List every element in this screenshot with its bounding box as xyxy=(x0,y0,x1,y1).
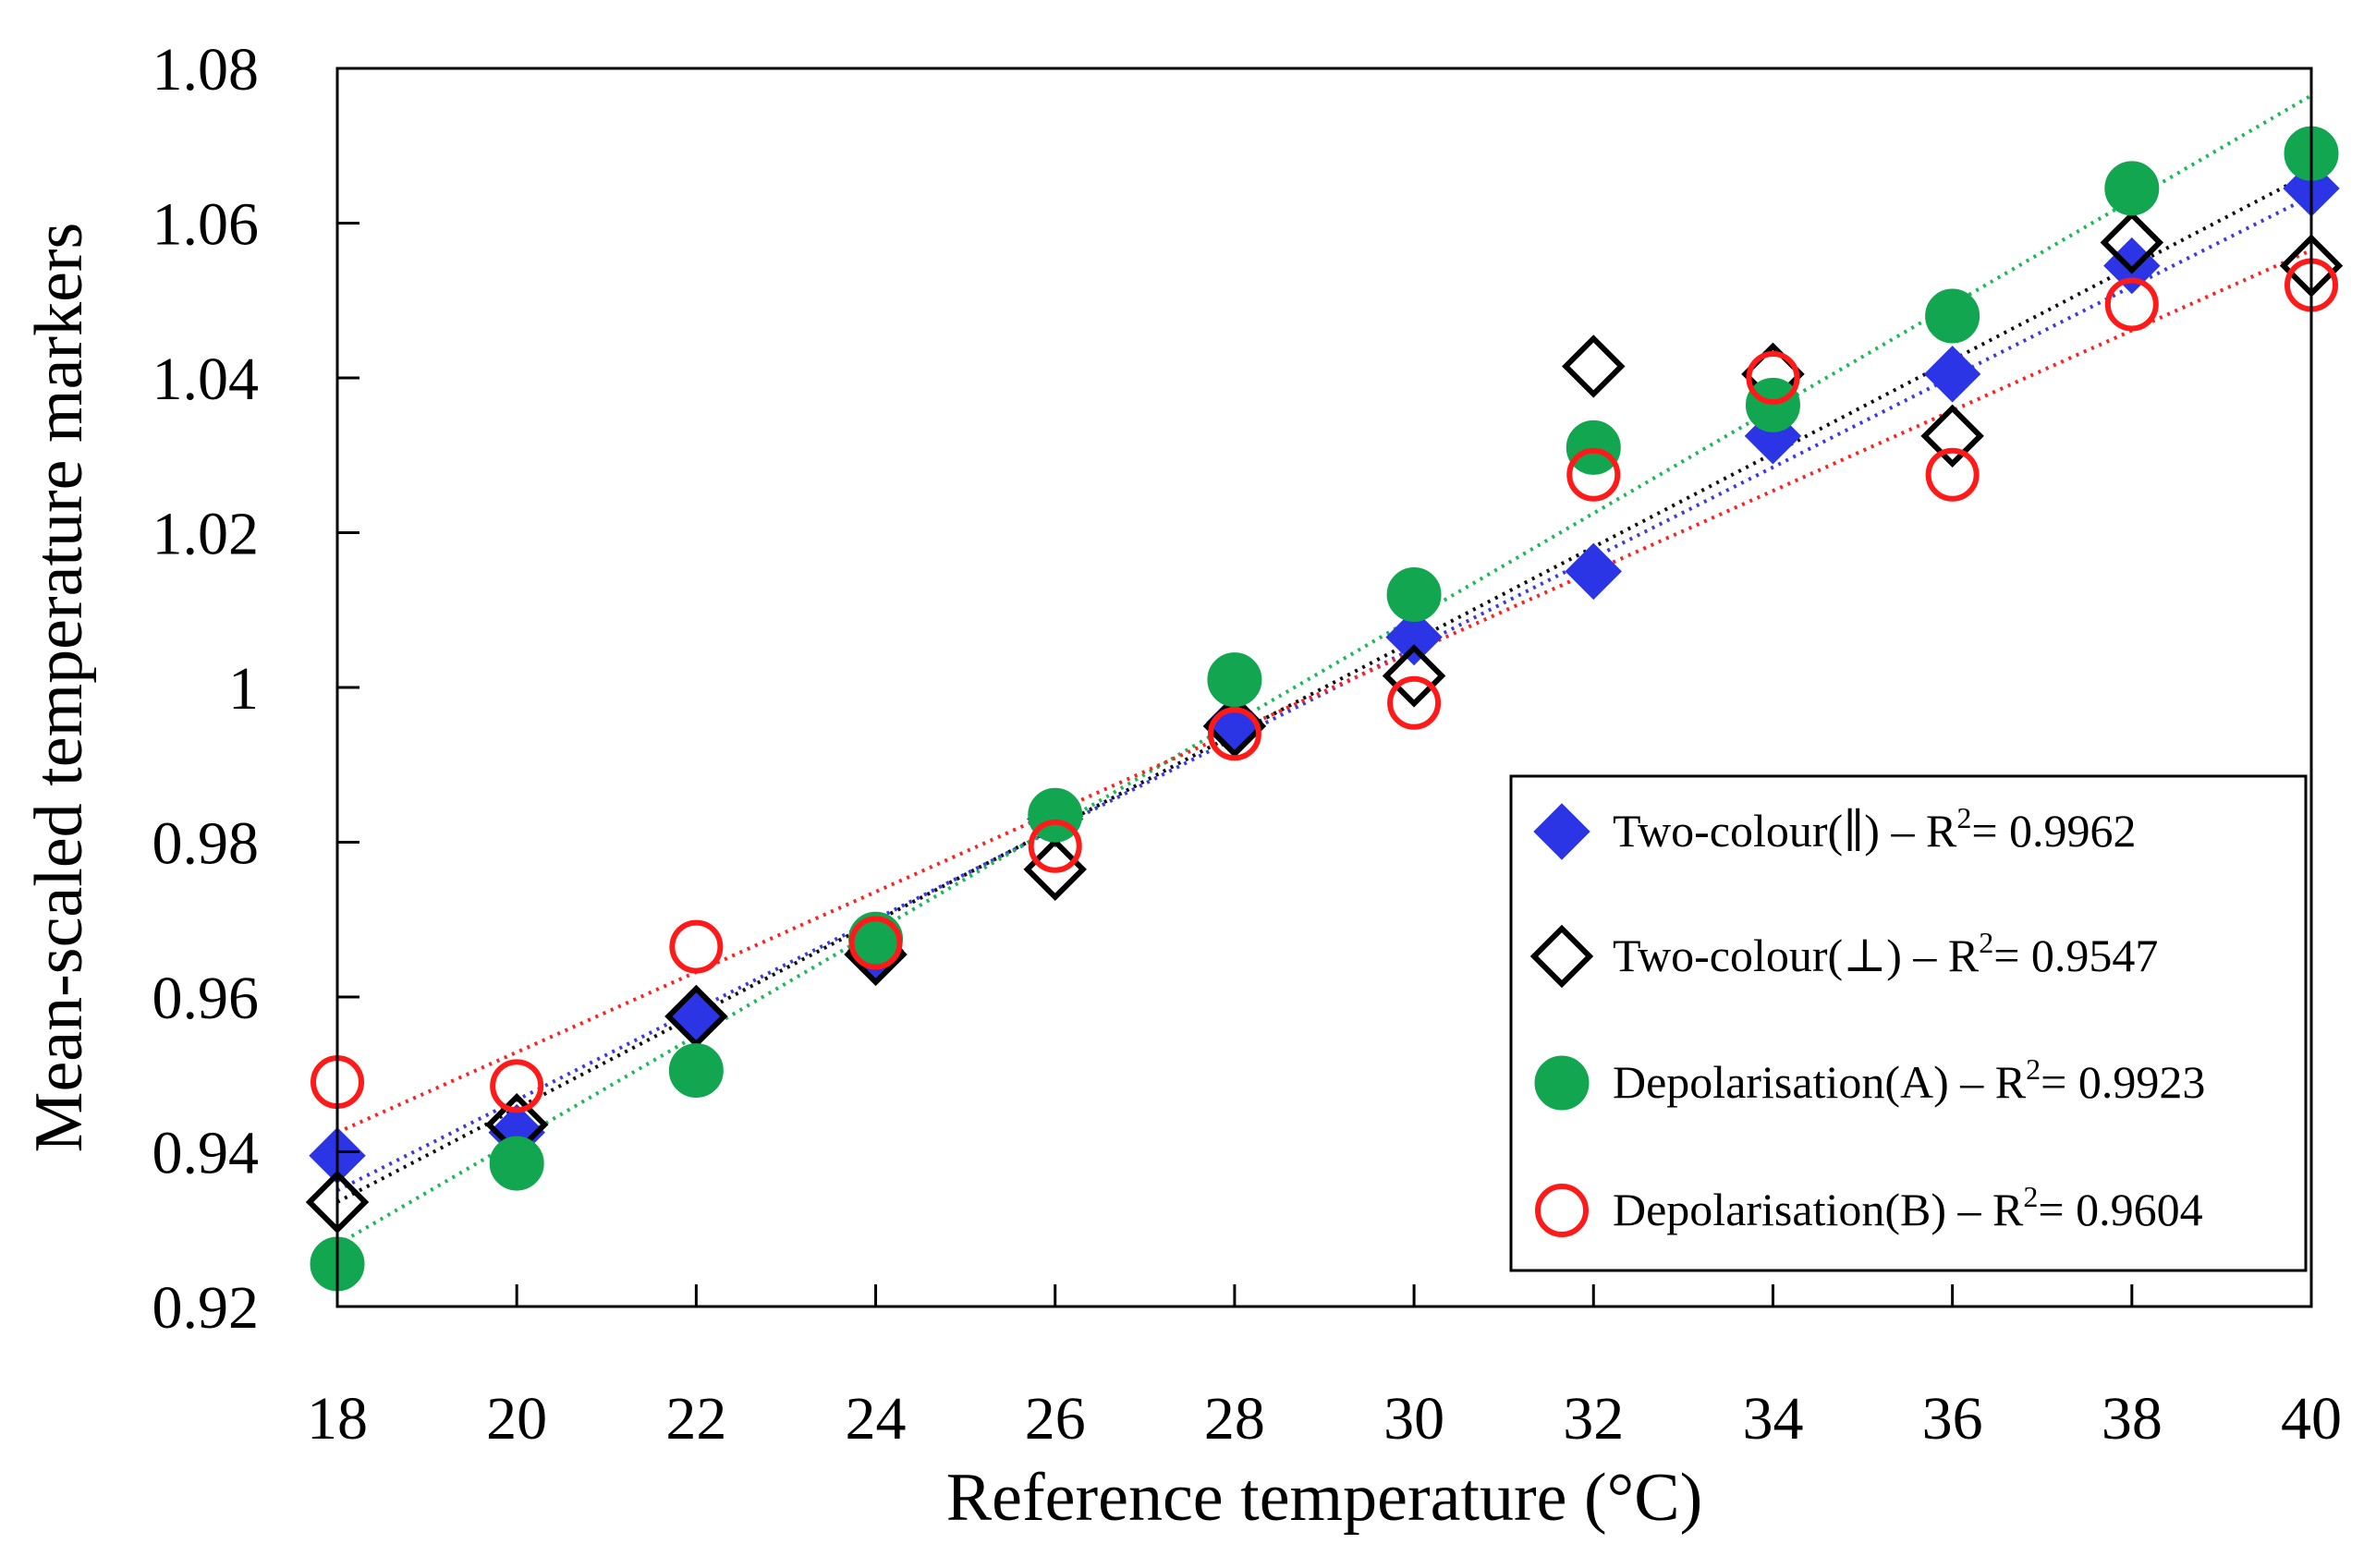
x-tick-label: 20 xyxy=(486,1385,547,1453)
data-point xyxy=(669,919,724,974)
data-point xyxy=(489,1136,544,1191)
data-point xyxy=(2103,237,2161,295)
data-point xyxy=(1382,644,1446,708)
legend: Two-colour(∥) – R2= 0.9962 Two-colour(⊥) … xyxy=(1509,774,2308,1272)
x-tick-label: 34 xyxy=(1742,1385,1803,1453)
y-tick-label: 1.06 xyxy=(152,191,260,259)
data-point xyxy=(1387,675,1442,730)
data-points xyxy=(305,126,2344,1292)
legend-label: Two-colour(⊥) – R2= 0.9547 xyxy=(1613,926,2158,981)
data-point xyxy=(1566,419,1621,475)
x-tick-label: 30 xyxy=(1383,1385,1444,1453)
x-tick-label: 40 xyxy=(2281,1385,2342,1453)
y-tick-label: 0.96 xyxy=(152,965,260,1032)
y-tick-label: 1.04 xyxy=(152,346,260,413)
data-point xyxy=(1562,334,1626,398)
trendline-two-colour- xyxy=(336,171,2312,1204)
legend-label: Depolarisation(B) – R2= 0.9604 xyxy=(1613,1180,2203,1235)
data-point xyxy=(1566,447,1621,502)
x-tick-label: 22 xyxy=(665,1385,726,1453)
legend-marker xyxy=(1534,1055,1590,1111)
y-tick-label: 0.92 xyxy=(152,1274,260,1342)
legend-marker xyxy=(1535,1184,1589,1237)
x-tick-label: 18 xyxy=(307,1385,368,1453)
data-point xyxy=(2100,211,2164,274)
x-axis-title: Reference temperature (°C) xyxy=(946,1460,1702,1536)
y-tick-label: 1.02 xyxy=(152,501,260,568)
trendline-depolarisation-a- xyxy=(335,93,2313,1246)
y-tick-label: 0.98 xyxy=(152,810,260,878)
legend-label: Two-colour(∥) – R2= 0.9962 xyxy=(1613,801,2137,857)
data-point xyxy=(1386,567,1442,622)
y-tick-label: 0.94 xyxy=(152,1120,260,1187)
data-point xyxy=(1207,652,1262,708)
data-point xyxy=(848,916,903,970)
x-tick-label: 36 xyxy=(1922,1385,1983,1453)
data-point xyxy=(1923,346,1981,403)
data-point xyxy=(668,1043,724,1099)
data-point xyxy=(1565,542,1622,601)
legend-label: Depolarisation(A) – R2= 0.9923 xyxy=(1613,1052,2205,1108)
data-point xyxy=(490,1059,544,1113)
y-tick-label: 1.08 xyxy=(152,36,260,103)
trendline-two-colour- xyxy=(336,194,2312,1193)
y-tick-label: 1 xyxy=(228,655,259,723)
x-tick-label: 28 xyxy=(1204,1385,1265,1453)
trend-lines xyxy=(335,93,2313,1246)
y-axis-title: Mean-scaled temperature markers xyxy=(21,223,97,1153)
x-tick-label: 26 xyxy=(1025,1385,1086,1453)
x-tick-label: 32 xyxy=(1563,1385,1624,1453)
data-point xyxy=(1925,447,1980,502)
data-point xyxy=(2104,161,2160,216)
x-tick-label: 38 xyxy=(2102,1385,2163,1453)
data-point xyxy=(1745,377,1800,432)
legend-frame xyxy=(1509,774,2308,1272)
y-axis: 0.92 0.94 0.96 0.98 1 1.02 1.04 1.06 1.08 xyxy=(152,36,359,1342)
x-axis: 18 20 22 24 26 28 30 32 34 36 38 40 xyxy=(307,1284,2342,1453)
legend-marker xyxy=(1533,803,1590,860)
data-point xyxy=(1207,707,1261,761)
data-point xyxy=(1028,819,1082,873)
data-point xyxy=(1925,288,1980,344)
trendline-depolarisation-b- xyxy=(336,248,2312,1135)
data-point xyxy=(1920,404,1984,468)
legend-marker xyxy=(1529,924,1594,989)
data-point xyxy=(2104,277,2159,332)
data-point xyxy=(1746,351,1800,405)
data-point xyxy=(1385,608,1443,666)
x-tick-label: 24 xyxy=(846,1385,907,1453)
